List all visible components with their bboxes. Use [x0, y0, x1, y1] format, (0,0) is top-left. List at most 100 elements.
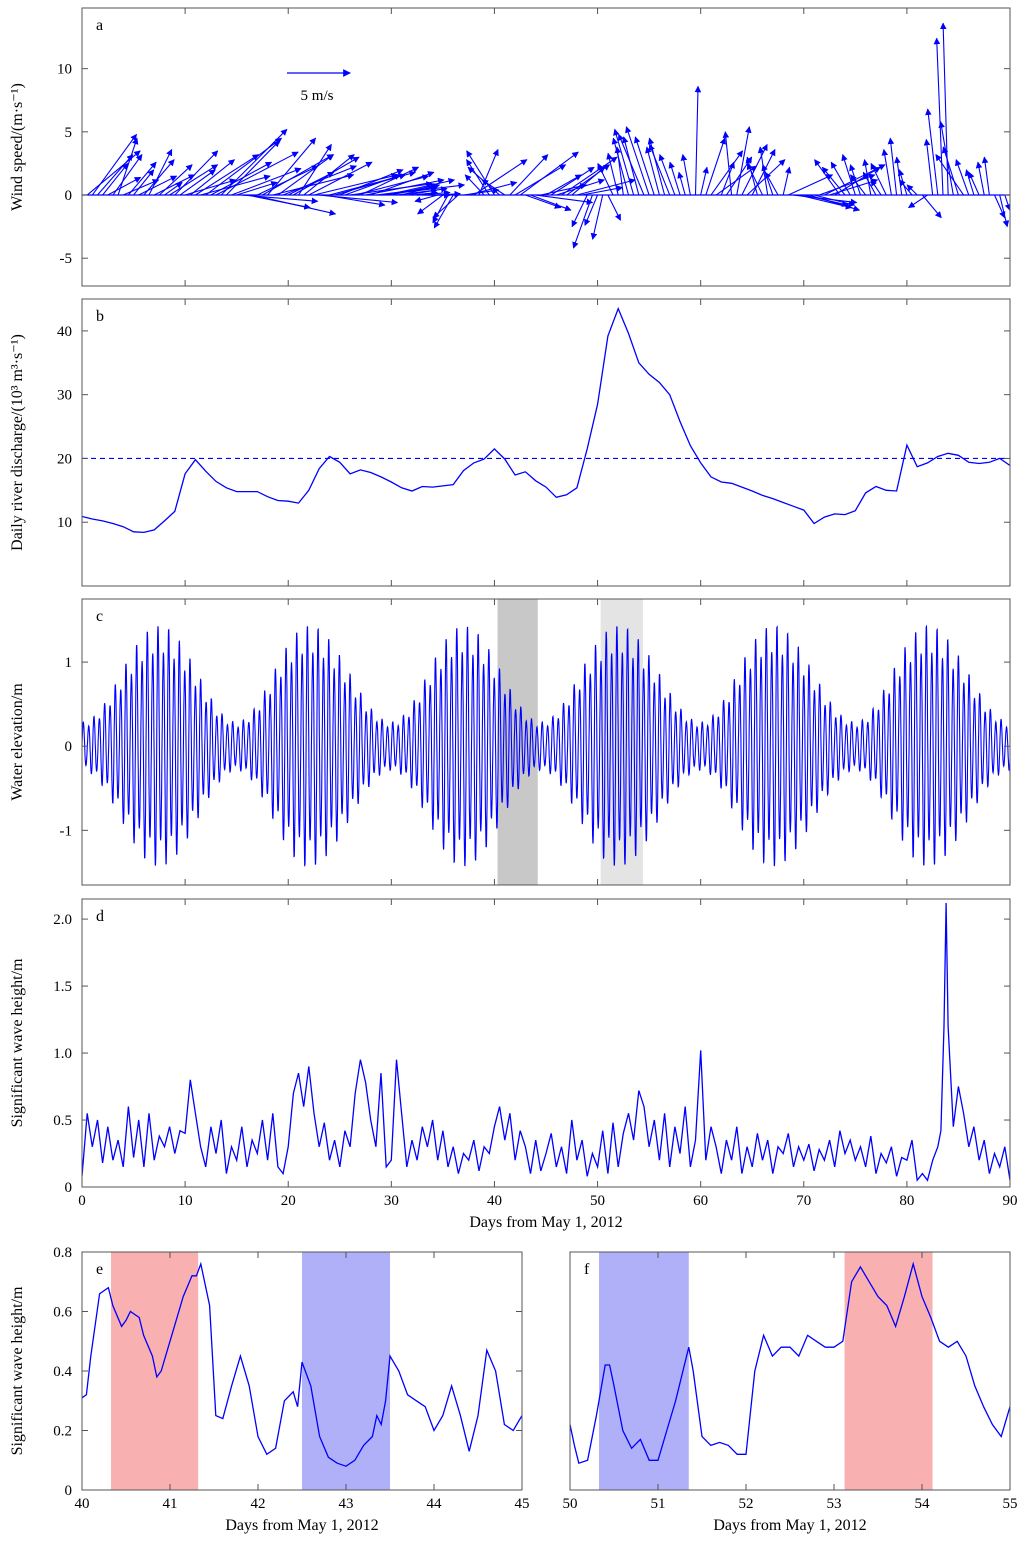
- x-tick-label-f-3: 53: [827, 1496, 842, 1512]
- x-axis-label-e: Days from May 1, 2012: [225, 1517, 378, 1534]
- wind-vector-161: [906, 184, 918, 196]
- wind-vector-9: [133, 169, 155, 196]
- wind-vector-152: [862, 158, 872, 196]
- wind-vector-132: [757, 146, 769, 196]
- wind-vector-170: [935, 154, 965, 196]
- wind-vector-148: [830, 161, 851, 196]
- y-tick-label-e-4: 0.8: [53, 1245, 72, 1261]
- wind-vector-135: [782, 166, 792, 196]
- wind-vector-2: [97, 154, 134, 196]
- wind-vector-11: [143, 159, 175, 196]
- wind-vector-15: [164, 181, 183, 196]
- x-tick-label-d-1: 10: [178, 1193, 193, 1209]
- wind-vector-119: [700, 166, 709, 196]
- wind-vector-4: [107, 176, 142, 196]
- series-line-d: [82, 902, 1010, 1182]
- wind-vector-37: [277, 154, 335, 196]
- shaded-span-e-0: [111, 1252, 199, 1490]
- wind-vector-12: [148, 148, 173, 196]
- wind-vector-48: [334, 173, 407, 196]
- wind-vector-46: [324, 194, 386, 208]
- axes-frame-c: [81, 598, 1011, 886]
- wind-vector-153: [862, 171, 877, 196]
- wind-vector-87: [535, 194, 594, 206]
- y-tick-label-d-0: 0: [65, 1180, 73, 1196]
- wind-vector-131: [746, 162, 764, 196]
- wind-vector-164: [923, 138, 934, 196]
- wind-vector-172: [964, 169, 975, 196]
- plot-area-b: [82, 306, 1010, 534]
- wind-vector-113: [648, 143, 671, 196]
- x-tick-label-e-3: 43: [339, 1496, 354, 1512]
- wind-vector-16: [169, 164, 219, 196]
- y-axis-label-a: Wind speed/(m·s⁻¹): [9, 83, 26, 211]
- wind-vector-44: [313, 172, 399, 196]
- wind-vector-171: [955, 159, 970, 196]
- wind-vector-38: [282, 165, 357, 196]
- panel-label-a: a: [96, 17, 103, 34]
- y-tick-label-e-0: 0: [65, 1483, 73, 1499]
- plot-area-a: [82, 22, 1010, 249]
- panel-d: 0 10 20 30 40 50 60 70 80 90 0 0.5 1.0 1.5 2.0 d Signifi…: [9, 898, 1018, 1231]
- wind-vector-177: [999, 194, 1010, 228]
- wind-vector-10: [138, 175, 178, 196]
- wind-vector-20: [189, 159, 236, 196]
- plot-area-e: [82, 1252, 522, 1490]
- wind-vector-81: [481, 179, 506, 196]
- wind-vector-84: [519, 151, 579, 196]
- wind-vector-110: [634, 136, 655, 196]
- wind-vector-151: [850, 174, 867, 196]
- y-axis-label-d: Significant wave height/m: [9, 958, 26, 1127]
- wind-vector-32: [252, 194, 337, 216]
- wind-vector-167: [939, 22, 949, 196]
- wind-vector-157: [887, 137, 898, 196]
- wind-vector-178: [1004, 194, 1010, 211]
- shaded-span-c-0: [497, 599, 538, 885]
- panel-label-c: c: [96, 608, 103, 625]
- x-tick-label-e-4: 44: [427, 1496, 443, 1512]
- wind-vector-28: [231, 167, 302, 196]
- wind-vector-105: [611, 137, 630, 196]
- wind-vector-17: [174, 150, 219, 196]
- x-tick-label-f-4: 54: [915, 1496, 931, 1512]
- x-tick-label-d-8: 80: [899, 1193, 914, 1209]
- wind-vector-29: [236, 181, 278, 196]
- wind-vector-114: [658, 153, 676, 196]
- wind-vector-40: [293, 156, 360, 196]
- shaded-span-f-1: [844, 1252, 933, 1490]
- y-tick-label-c-0: -1: [60, 823, 73, 839]
- wind-vector-85: [525, 194, 562, 209]
- wind-vector-163: [908, 194, 928, 209]
- y-tick-label-e-1: 0.2: [53, 1424, 72, 1440]
- y-tick-label-b-2: 30: [57, 388, 72, 404]
- wind-vector-42: [303, 154, 355, 196]
- wind-vector-50: [344, 173, 402, 196]
- series-line-e: [82, 1261, 522, 1467]
- y-tick-label-d-2: 1.0: [53, 1046, 72, 1062]
- wind-vector-72: [432, 194, 459, 219]
- wind-vector-117: [680, 153, 691, 196]
- wind-vector-175: [981, 156, 990, 196]
- wind-vector-71: [433, 194, 454, 229]
- x-tick-label-e-1: 41: [163, 1496, 178, 1512]
- y-tick-label-b-3: 40: [57, 324, 72, 340]
- x-tick-label-e-0: 40: [75, 1496, 90, 1512]
- wind-vector-6: [117, 137, 139, 196]
- x-tick-label-d-7: 70: [796, 1193, 811, 1209]
- wind-vector-115: [668, 161, 681, 196]
- wind-vector-86: [530, 194, 572, 212]
- panel-label-d: d: [96, 908, 104, 925]
- panel-label-b: b: [96, 308, 104, 325]
- plot-area-c: [82, 599, 1010, 885]
- wind-vector-130: [745, 156, 758, 196]
- wind-vector-61: [401, 183, 441, 196]
- wind-vector-123: [720, 161, 735, 196]
- y-axis-label-b: Daily river discharge/(10³ m³·s⁻¹): [9, 334, 26, 551]
- wind-vector-68: [414, 194, 438, 203]
- wind-vector-8: [127, 161, 157, 196]
- wind-vector-0: [86, 150, 141, 196]
- x-tick-label-d-0: 0: [78, 1193, 86, 1209]
- wind-vector-3: [102, 162, 129, 196]
- y-tick-label-c-1: 0: [65, 739, 73, 755]
